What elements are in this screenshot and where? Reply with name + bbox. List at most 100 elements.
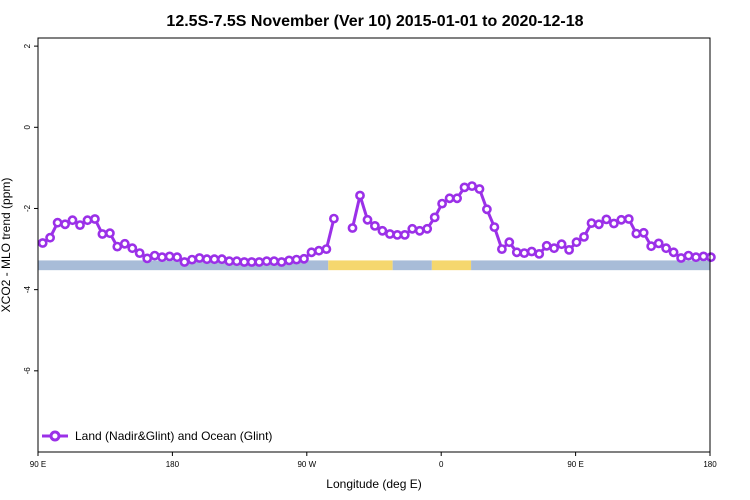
x-axis-label: Longitude (deg E) [326, 477, 421, 491]
data-point [142, 253, 153, 264]
data-point [706, 252, 716, 263]
y-tick-label: 0 [23, 125, 32, 130]
data-point [519, 248, 530, 258]
data-point [594, 219, 604, 230]
y-tick-label: -6 [23, 367, 32, 375]
data-point [97, 229, 108, 239]
mask-segment-land [328, 260, 393, 271]
data-point [631, 228, 642, 239]
data-point [313, 245, 324, 256]
data-point [452, 193, 462, 204]
plot-frame [37, 37, 711, 453]
data-point [164, 251, 175, 262]
data-point [355, 190, 365, 201]
data-point [291, 254, 302, 265]
data-point [299, 253, 309, 264]
data-point [347, 223, 358, 233]
data-point [37, 238, 48, 248]
data-point [474, 184, 485, 194]
data-point [638, 227, 649, 238]
x-tick-label: 90 E [567, 460, 583, 469]
data-point [609, 218, 619, 229]
data-point [586, 218, 597, 228]
data-point [459, 182, 470, 193]
x-tick-label: 180 [166, 460, 180, 469]
x-axis: 90 E 180 90 W 0 90 E 180 [30, 452, 717, 469]
data-point [668, 247, 679, 258]
data-point [623, 214, 634, 224]
data-point [328, 213, 339, 224]
data-point [496, 244, 507, 254]
data-point [384, 229, 395, 239]
data-point [134, 248, 145, 258]
data-point [306, 247, 317, 258]
data-point [564, 244, 574, 255]
data-point [691, 252, 701, 263]
data-point [467, 181, 477, 191]
data-point [157, 252, 167, 263]
data-point [392, 229, 403, 240]
data-point [646, 241, 657, 252]
data-point [504, 237, 515, 248]
data-point [414, 225, 425, 236]
land-ocean-mask [38, 260, 710, 271]
data-point [549, 243, 559, 254]
data-point [579, 231, 589, 242]
data-point [254, 257, 265, 267]
data-point [683, 250, 694, 261]
data-point [429, 212, 440, 223]
data-point [67, 215, 78, 226]
mask-segment-ocean [392, 260, 432, 271]
data-point [224, 256, 235, 267]
data-point [194, 253, 205, 263]
data-point [112, 241, 123, 252]
data-point [201, 254, 212, 265]
mask-segment-land [431, 260, 472, 271]
data-point [481, 204, 492, 215]
data-point [90, 214, 100, 224]
mask-segment-ocean [471, 260, 710, 271]
legend-label: Land (Nadir&Glint) and Ocean (Glint) [75, 429, 272, 443]
y-tick-label: 2 [23, 43, 32, 48]
data-point [127, 243, 138, 254]
data-point [511, 247, 522, 258]
data-point [187, 254, 197, 265]
y-tick-label: -4 [23, 286, 32, 294]
data-point [407, 223, 418, 234]
data-point [362, 214, 373, 225]
series-line [41, 217, 336, 264]
data-point [276, 257, 287, 267]
data-point [489, 222, 500, 232]
data-point [75, 220, 85, 230]
data-point [377, 225, 388, 236]
data-point [60, 219, 70, 230]
data-point [246, 257, 257, 267]
data-point [698, 251, 709, 262]
x-tick-label: 90 W [297, 460, 316, 469]
data-point [653, 238, 664, 249]
data-point [149, 250, 160, 261]
data-point [601, 214, 612, 225]
data-point [172, 252, 182, 263]
chart-title: 12.5S-7.5S November (Ver 10) 2015-01-01 … [166, 13, 583, 30]
x-tick-label: 90 E [30, 460, 46, 469]
data-point [556, 239, 567, 250]
data-point [231, 256, 242, 267]
data-point [321, 244, 332, 254]
y-axis-label: XCO2 - MLO trend (ppm) [0, 178, 13, 313]
data-point [422, 223, 433, 234]
y-tick-label: -2 [23, 204, 32, 212]
data-point [269, 256, 279, 267]
data-point [534, 248, 545, 259]
data-point [52, 217, 63, 228]
data-point [369, 220, 380, 231]
data-point [444, 193, 455, 204]
data-point [82, 215, 93, 226]
x-tick-label: 0 [439, 460, 444, 469]
data-point [209, 254, 220, 265]
x-tick-label: 180 [703, 460, 717, 469]
data-point [105, 228, 115, 239]
y-axis: 2 0 -2 -4 -6 [23, 43, 38, 374]
data-point [216, 254, 227, 265]
